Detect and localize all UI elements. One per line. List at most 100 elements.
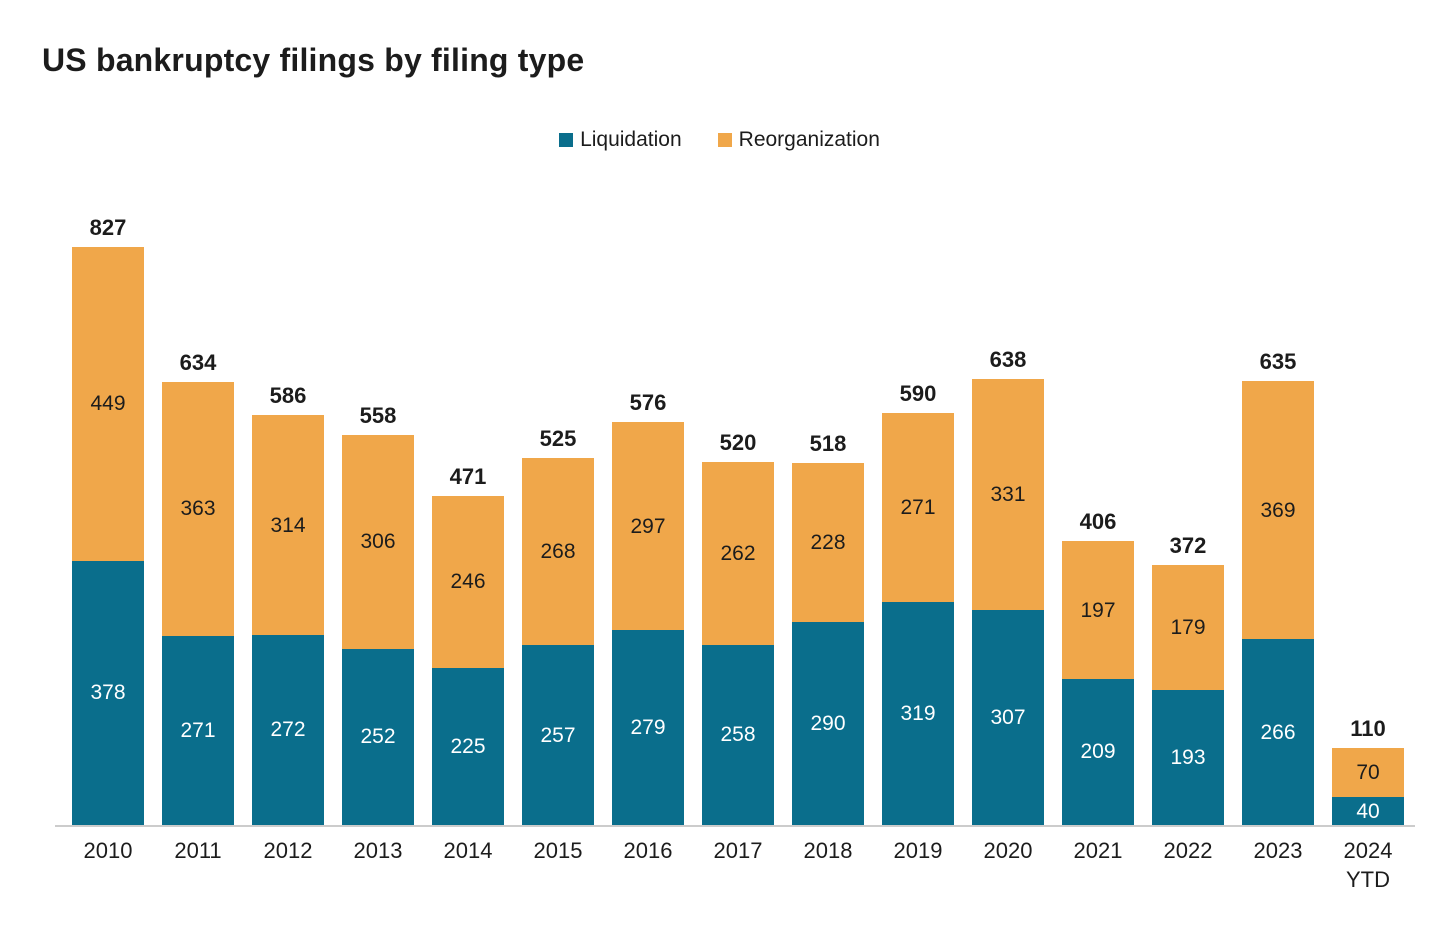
reorganization-value-label: 331	[990, 483, 1026, 507]
liquidation-value-label: 272	[270, 718, 306, 742]
reorganization-value-label: 246	[450, 570, 486, 594]
bar-total-label: 827	[89, 215, 127, 241]
x-axis-label: 2022	[1163, 838, 1213, 863]
x-axis-label: 2021	[1073, 838, 1123, 863]
bar-column-2018: 518 228 290	[792, 190, 864, 825]
legend-item-reorganization: Reorganization	[717, 128, 880, 152]
bar-segment-liquidation: 225	[432, 667, 504, 825]
bar-segment-liquidation: 209	[1062, 678, 1134, 825]
liquidation-value-label: 290	[810, 712, 846, 736]
reorganization-value-label: 369	[1260, 498, 1296, 522]
bar-total-label: 525	[539, 426, 577, 452]
bar-column-2013: 558 306 252	[342, 190, 414, 825]
liquidation-value-label: 319	[900, 702, 936, 725]
bar-segment-reorganization: 314	[252, 415, 324, 635]
reorganization-value-label: 268	[540, 540, 576, 564]
bar-column-2024-ytd: 110 70 40	[1332, 190, 1404, 825]
reorganization-value-label: 197	[1080, 598, 1116, 622]
reorganization-value-label: 306	[360, 530, 396, 554]
bar-total-label: 520	[719, 429, 757, 455]
reorganization-value-label: 363	[180, 497, 216, 521]
bar-total-label: 586	[269, 383, 307, 409]
reorganization-value-label: 297	[630, 514, 666, 538]
liquidation-value-label: 307	[990, 706, 1026, 730]
x-axis-label: 2016	[623, 838, 673, 863]
plot-area: 827 449 378 634 363 271 586 314 272 558 306 252 471 2…	[55, 190, 1415, 827]
liquidation-value-label: 266	[1260, 720, 1296, 744]
legend: Liquidation Reorganization	[0, 128, 1439, 152]
bar-column-2015: 525 268 257	[522, 190, 594, 825]
bar-total-label: 558	[359, 403, 397, 429]
bar-segment-reorganization: 331	[972, 379, 1044, 611]
bar-column-2017: 520 262 258	[702, 190, 774, 825]
legend-label-liquidation: Liquidation	[580, 128, 682, 151]
bars-container: 827 449 378 634 363 271 586 314 272 558 306 252 471 2…	[72, 190, 1404, 825]
bar-segment-liquidation: 378	[72, 560, 144, 825]
bar-segment-liquidation: 279	[612, 630, 684, 825]
bar-total-label: 406	[1079, 509, 1117, 535]
bar-column-2011: 634 363 271	[162, 190, 234, 825]
bar-total-label: 638	[989, 347, 1027, 373]
x-axis-label: 2013	[353, 838, 403, 863]
bar-segment-reorganization: 306	[342, 435, 414, 649]
x-axis-label: 2023	[1253, 838, 1303, 863]
x-axis-label: 2015	[533, 838, 583, 863]
bar-column-2014: 471 246 225	[432, 190, 504, 825]
chart-title: US bankruptcy filings by filing type	[42, 42, 585, 78]
bar-total-label: 518	[809, 430, 847, 456]
bar-column-2010: 827 449 378	[72, 190, 144, 825]
x-axis-label: 2020	[983, 838, 1033, 863]
bar-segment-reorganization: 70	[1332, 748, 1404, 797]
bar-total-label: 110	[1350, 716, 1386, 742]
bar-column-2022: 372 179 193	[1152, 190, 1224, 825]
reorganization-value-label: 262	[720, 541, 756, 565]
x-axis-label: 2011	[174, 838, 222, 863]
bar-segment-reorganization: 246	[432, 495, 504, 668]
bar-segment-reorganization: 262	[702, 461, 774, 645]
bar-segment-liquidation: 319	[882, 602, 954, 825]
reorganization-value-label: 228	[810, 531, 846, 555]
x-axis-label: 2024 YTD	[1343, 838, 1393, 892]
x-axis-label: 2018	[803, 838, 853, 863]
x-axis-labels: 2010 2011 2012 2013 2014 2015 2016 2017 2018 2019…	[72, 837, 1404, 894]
liquidation-value-label: 225	[450, 734, 486, 758]
bar-segment-liquidation: 290	[792, 622, 864, 825]
bar-segment-reorganization: 297	[612, 422, 684, 630]
bar-column-2020: 638 331 307	[972, 190, 1044, 825]
bar-segment-liquidation: 307	[972, 610, 1044, 825]
bar-segment-liquidation: 40	[1332, 797, 1404, 825]
bar-segment-liquidation: 258	[702, 644, 774, 825]
bar-column-2019: 590 271 319	[882, 190, 954, 825]
bar-column-2023: 635 369 266	[1242, 190, 1314, 825]
liquidation-value-label: 271	[180, 718, 216, 742]
bar-segment-reorganization: 369	[1242, 381, 1314, 640]
legend-item-liquidation: Liquidation	[559, 128, 682, 152]
liquidation-value-label: 40	[1356, 799, 1380, 823]
x-axis-label: 2017	[713, 838, 763, 863]
bar-segment-liquidation: 271	[162, 635, 234, 825]
bar-segment-liquidation: 193	[1152, 690, 1224, 825]
liquidation-value-label: 279	[630, 716, 666, 739]
liquidation-value-label: 193	[1170, 746, 1206, 770]
bar-segment-reorganization: 197	[1062, 541, 1134, 679]
reorganization-value-label: 70	[1356, 761, 1380, 785]
bar-column-2021: 406 197 209	[1062, 190, 1134, 825]
bar-segment-reorganization: 363	[162, 381, 234, 636]
bar-total-label: 590	[899, 380, 937, 406]
liquidation-value-label: 257	[540, 723, 576, 747]
bar-segment-liquidation: 266	[1242, 639, 1314, 825]
liquidation-swatch-icon	[559, 133, 574, 147]
bar-segment-liquidation: 272	[252, 634, 324, 825]
bar-segment-reorganization: 179	[1152, 565, 1224, 691]
reorganization-value-label: 314	[270, 513, 306, 537]
bar-column-2016: 576 297 279	[612, 190, 684, 825]
bar-segment-liquidation: 257	[522, 645, 594, 825]
bar-total-label: 576	[629, 390, 667, 416]
bar-column-2012: 586 314 272	[252, 190, 324, 825]
x-axis-label: 2010	[83, 838, 133, 863]
bar-total-label: 635	[1259, 349, 1297, 375]
bar-segment-reorganization: 268	[522, 458, 594, 646]
x-axis-label: 2014	[443, 838, 493, 863]
bar-segment-reorganization: 449	[72, 247, 144, 561]
